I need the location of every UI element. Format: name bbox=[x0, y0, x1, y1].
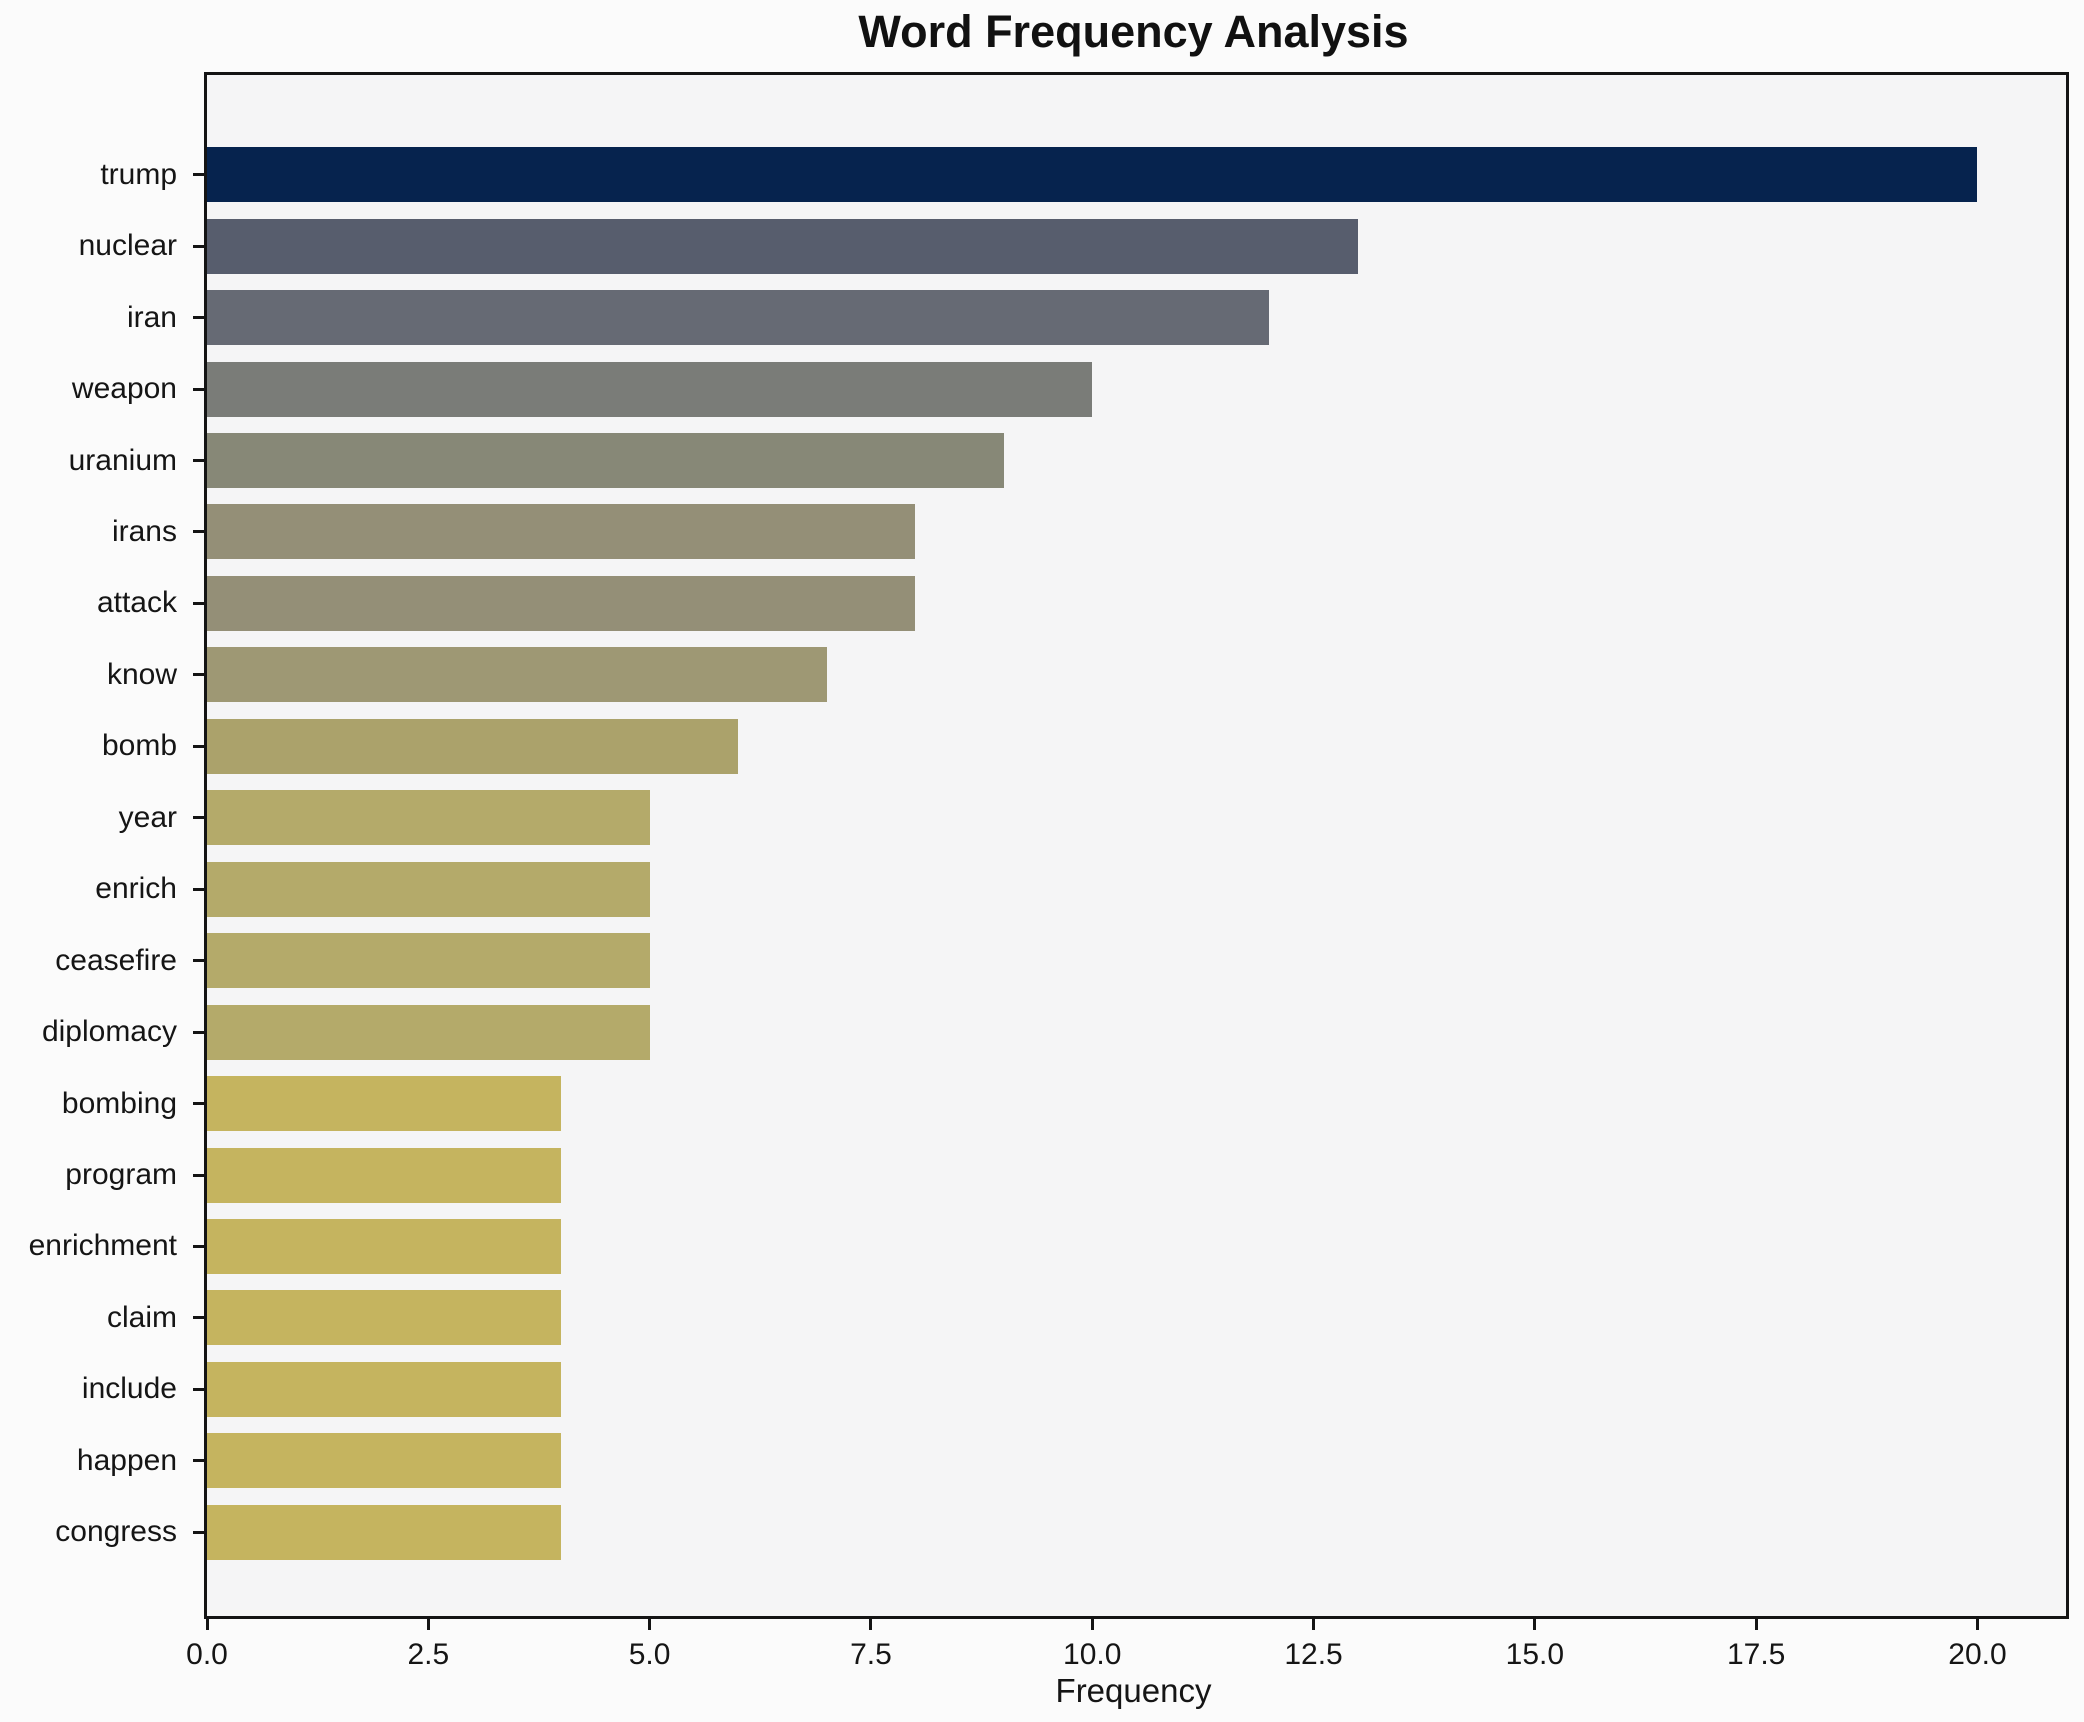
y-tick-mark bbox=[193, 1530, 204, 1534]
chart-title: Word Frequency Analysis bbox=[858, 6, 1409, 57]
y-tick-label-enrich: enrich bbox=[95, 872, 177, 906]
bar-uranium bbox=[207, 433, 1004, 489]
bar-diplomacy bbox=[207, 1004, 650, 1060]
bar-nuclear bbox=[207, 218, 1358, 274]
y-tick-label-program: program bbox=[65, 1158, 177, 1192]
y-tick-mark bbox=[193, 459, 204, 463]
y-tick-mark bbox=[193, 673, 204, 677]
x-tick-label-0.0: 0.0 bbox=[186, 1638, 228, 1671]
x-tick-mark bbox=[205, 1619, 209, 1630]
x-tick-mark bbox=[1754, 1619, 1758, 1630]
y-tick-label-know: know bbox=[106, 657, 177, 691]
bar-happen bbox=[207, 1433, 562, 1489]
x-tick-mark bbox=[1533, 1619, 1537, 1630]
bar-enrich bbox=[207, 861, 650, 917]
y-tick-mark bbox=[193, 1102, 204, 1106]
x-tick-label-17.5: 17.5 bbox=[1726, 1638, 1786, 1671]
y-tick-label-include: include bbox=[81, 1372, 177, 1406]
y-tick-label-nuclear: nuclear bbox=[78, 229, 177, 263]
y-tick-mark bbox=[193, 887, 204, 891]
y-tick-mark bbox=[193, 244, 204, 248]
y-tick-mark bbox=[193, 1387, 204, 1391]
x-tick-label-15.0: 15.0 bbox=[1505, 1638, 1565, 1671]
y-tick-mark bbox=[193, 316, 204, 320]
y-tick-label-congress: congress bbox=[55, 1515, 177, 1549]
y-tick-label-bomb: bomb bbox=[101, 729, 177, 763]
x-tick-label-12.5: 12.5 bbox=[1284, 1638, 1343, 1671]
bar-include bbox=[207, 1361, 562, 1417]
bar-claim bbox=[207, 1290, 562, 1346]
bar-bomb bbox=[207, 718, 739, 774]
y-tick-mark bbox=[193, 959, 204, 963]
bar-congress bbox=[207, 1504, 562, 1560]
bar-bombing bbox=[207, 1076, 562, 1132]
y-tick-label-attack: attack bbox=[96, 586, 177, 620]
bar-know bbox=[207, 647, 827, 703]
y-tick-label-bombing: bombing bbox=[61, 1086, 177, 1120]
y-tick-mark bbox=[193, 1173, 204, 1177]
bar-irans bbox=[207, 504, 916, 560]
y-tick-mark bbox=[193, 1459, 204, 1463]
x-tick-mark bbox=[1312, 1619, 1316, 1630]
x-tick-label-5.0: 5.0 bbox=[628, 1638, 671, 1671]
bar-trump bbox=[207, 147, 1978, 203]
x-tick-mark bbox=[426, 1619, 430, 1630]
bar-program bbox=[207, 1147, 562, 1203]
y-tick-label-uranium: uranium bbox=[68, 443, 177, 477]
x-tick-mark bbox=[869, 1619, 873, 1630]
bar-attack bbox=[207, 575, 916, 631]
x-tick-label-20.0: 20.0 bbox=[1948, 1638, 2007, 1671]
y-tick-label-irans: irans bbox=[111, 514, 177, 548]
y-tick-mark bbox=[193, 816, 204, 820]
y-tick-label-iran: iran bbox=[126, 300, 177, 334]
y-tick-mark bbox=[193, 173, 204, 177]
bar-iran bbox=[207, 290, 1270, 346]
bar-weapon bbox=[207, 361, 1093, 417]
y-tick-label-year: year bbox=[118, 800, 177, 834]
x-tick-label-2.5: 2.5 bbox=[407, 1638, 450, 1671]
x-axis-title: Frequency bbox=[1055, 1672, 1212, 1709]
y-tick-mark bbox=[193, 1244, 204, 1248]
y-tick-label-claim: claim bbox=[106, 1300, 177, 1334]
y-tick-label-ceasefire: ceasefire bbox=[55, 943, 177, 977]
y-tick-mark bbox=[193, 387, 204, 391]
y-tick-label-happen: happen bbox=[76, 1443, 177, 1477]
y-tick-label-weapon: weapon bbox=[71, 372, 177, 406]
y-tick-mark bbox=[193, 601, 204, 605]
y-tick-mark bbox=[193, 530, 204, 534]
plot-area: trump nuclear iran weapon uranium irans attack… bbox=[29, 72, 2069, 1671]
bar-enrichment bbox=[207, 1218, 562, 1274]
x-tick-mark bbox=[648, 1619, 652, 1630]
y-tick-label-trump: trump bbox=[100, 157, 177, 191]
x-tick-label-10.0: 10.0 bbox=[1063, 1638, 1122, 1671]
y-tick-mark bbox=[193, 1316, 204, 1320]
y-tick-mark bbox=[193, 1030, 204, 1034]
y-tick-label-enrichment: enrichment bbox=[28, 1229, 177, 1263]
y-tick-label-diplomacy: diplomacy bbox=[41, 1015, 177, 1049]
x-tick-mark bbox=[1090, 1619, 1094, 1630]
bar-year bbox=[207, 790, 650, 846]
x-tick-label-7.5: 7.5 bbox=[850, 1638, 892, 1671]
x-tick-mark bbox=[1975, 1619, 1979, 1630]
y-tick-mark bbox=[193, 744, 204, 748]
bar-ceasefire bbox=[207, 933, 650, 989]
